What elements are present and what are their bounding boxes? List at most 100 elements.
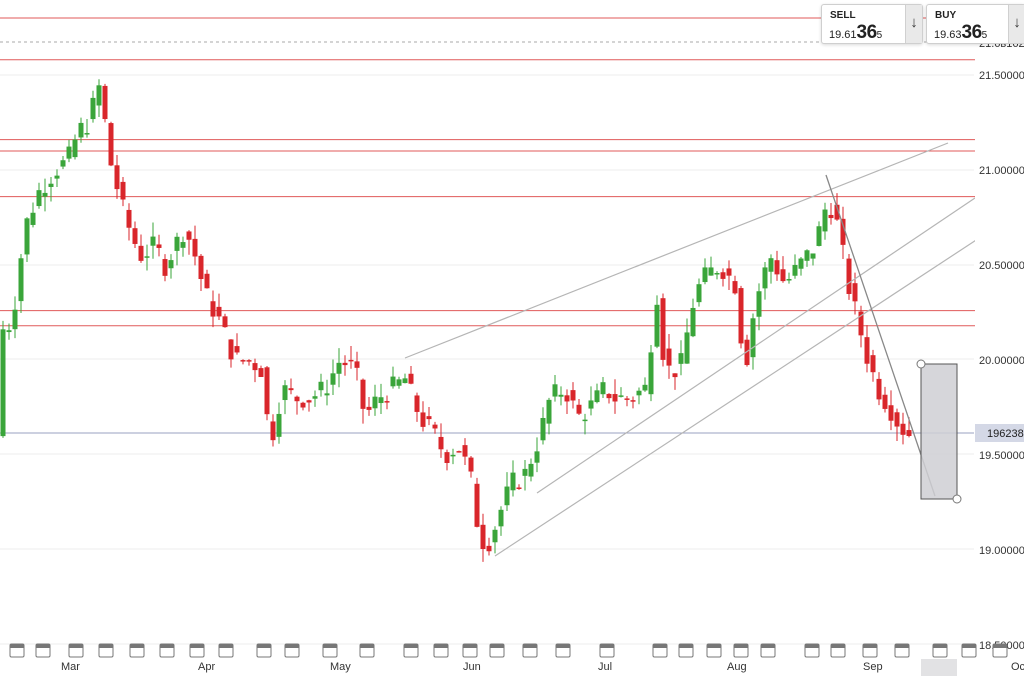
rectangle-handle-bottom — [952, 494, 962, 504]
candle-down — [264, 365, 270, 421]
trend-lines[interactable] — [404, 142, 997, 557]
svg-text:196238: 196238 — [987, 428, 1024, 440]
rectangle-drawing[interactable] — [916, 359, 962, 504]
candle-up — [534, 437, 540, 473]
candle-up — [504, 472, 510, 512]
candle-up — [372, 384, 378, 416]
candle-up — [378, 383, 384, 414]
candle-down — [300, 401, 306, 411]
y-tick-label: 20.500000 — [979, 260, 1024, 272]
candle-down — [222, 313, 228, 328]
candle-down — [828, 203, 834, 225]
calendar-icon — [359, 643, 375, 658]
calendar-icon — [68, 643, 84, 658]
rectangle-handle-top — [916, 359, 926, 369]
calendar-icon — [804, 643, 820, 658]
candle-up — [0, 320, 6, 438]
candle-down — [660, 293, 666, 367]
candle-up — [60, 155, 66, 170]
candle-up — [696, 278, 702, 307]
candle-up — [84, 118, 90, 138]
candle-down — [432, 421, 438, 434]
candle-down — [216, 293, 222, 320]
candle-down — [246, 359, 252, 366]
candle-up — [546, 397, 552, 435]
candle-up — [558, 386, 564, 406]
candle-up — [96, 79, 102, 118]
candle-up — [768, 254, 774, 284]
candle-up — [552, 375, 558, 402]
candle-up — [594, 383, 600, 404]
horizontal-levels[interactable] — [0, 17, 1024, 327]
candle-down — [624, 396, 630, 407]
candle-down — [342, 355, 348, 376]
candle-down — [210, 290, 216, 328]
candle-down — [780, 256, 786, 283]
candle-down — [420, 401, 426, 432]
calendar-icon — [98, 643, 114, 658]
candle-down — [846, 254, 852, 300]
x-tick-label: Sep — [863, 661, 883, 673]
candle-down — [360, 378, 366, 424]
y-tick-label: 19.500000 — [979, 450, 1024, 462]
candles — [0, 79, 912, 562]
candle-up — [36, 182, 42, 209]
candle-up — [648, 344, 654, 402]
x-tick-label: Aug — [727, 661, 747, 673]
y-tick-label: 20.000000 — [979, 355, 1024, 367]
channel-upper-line — [404, 142, 949, 359]
candle-up — [582, 413, 588, 435]
calendar-icon — [322, 643, 338, 658]
candle-up — [330, 359, 336, 396]
candle-down — [852, 272, 858, 315]
candle-down — [894, 408, 900, 441]
candle-up — [144, 244, 150, 271]
candle-up — [24, 217, 30, 263]
grid-lines — [0, 74, 974, 645]
candle-up — [402, 373, 408, 384]
calendar-icon — [932, 643, 948, 658]
sell-button[interactable]: SELL 19.61365 ↓ — [821, 4, 923, 44]
channel-lower-line — [494, 226, 997, 557]
candle-up — [6, 323, 12, 340]
candle-down — [414, 392, 420, 422]
candle-down — [426, 407, 432, 426]
time-axis: Mar Apr May Jun Jul Aug Sep Oc — [61, 661, 1024, 673]
channel-middle-line — [536, 197, 976, 494]
calendar-icon — [992, 643, 1008, 658]
candle-down — [564, 389, 570, 415]
candle-up — [276, 402, 282, 444]
candle-up — [390, 366, 396, 389]
candle-up — [684, 318, 690, 364]
buy-button[interactable]: BUY 19.63365 ↓ — [926, 4, 1024, 44]
candle-up — [522, 459, 528, 491]
candle-down — [612, 379, 618, 414]
x-tick-label: Jul — [598, 661, 612, 673]
candle-up — [816, 221, 822, 247]
candle-up — [12, 296, 18, 339]
candle-up — [450, 448, 456, 465]
calendar-icon — [706, 643, 722, 658]
candle-up — [66, 139, 72, 163]
price-axis-background — [975, 0, 1024, 676]
candle-up — [72, 134, 78, 160]
price-axis[interactable]: 21.500000 21.000000 20.500000 20.000000 19.5… — [979, 70, 1024, 652]
candle-up — [42, 178, 48, 212]
candle-down — [870, 349, 876, 382]
candle-down — [606, 393, 612, 404]
candle-up — [678, 340, 684, 376]
candle-down — [234, 333, 240, 355]
calendar-icon — [830, 643, 846, 658]
downtrend-line — [825, 174, 936, 497]
event-markers[interactable] — [9, 643, 1008, 658]
sell-label: SELL — [830, 10, 856, 21]
candle-up — [318, 373, 324, 397]
calendar-icon — [462, 643, 478, 658]
candle-down — [666, 333, 672, 379]
candle-down — [258, 365, 264, 378]
candle-up — [396, 376, 402, 389]
candle-down — [858, 305, 864, 348]
calendar-icon — [599, 643, 615, 658]
candle-down — [456, 450, 462, 453]
